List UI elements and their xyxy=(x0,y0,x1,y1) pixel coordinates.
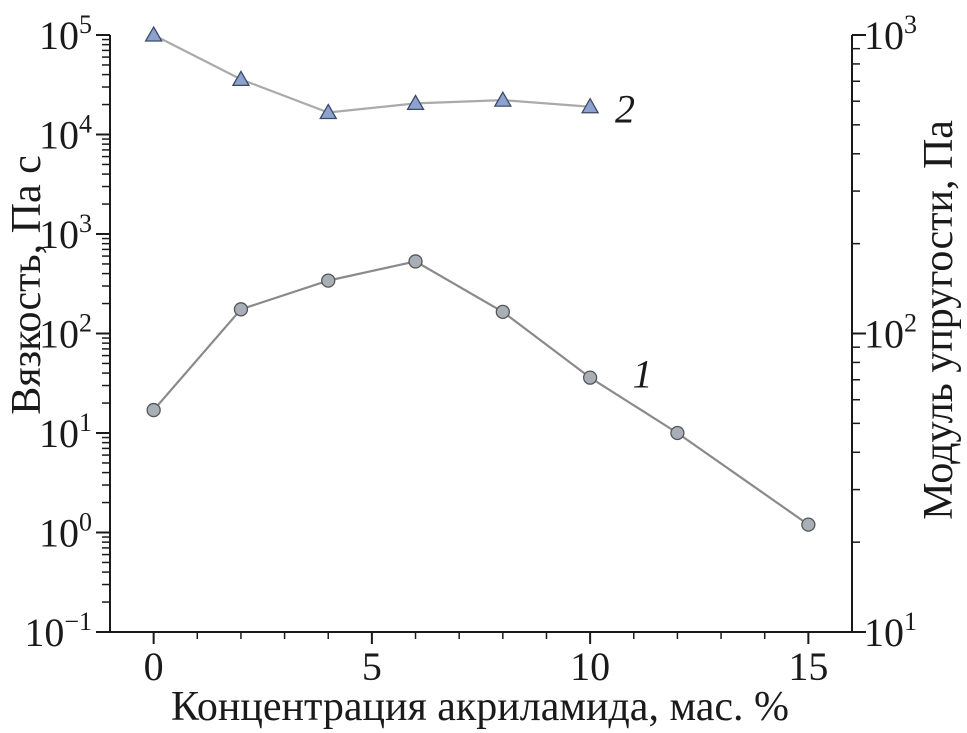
series-1-point xyxy=(408,254,423,269)
y-tick-label: 104 xyxy=(39,110,92,158)
y-tick-label: 103 xyxy=(39,209,92,257)
series-1-point xyxy=(801,517,816,532)
series-1-point xyxy=(670,425,685,441)
y2-tick-label: 102 xyxy=(864,309,917,357)
y-tick-label: 101 xyxy=(39,408,92,456)
x-tick-label: 10 xyxy=(570,644,610,689)
series-1-line xyxy=(152,260,809,526)
y2-axis-title: Модуль упругости, Па xyxy=(916,120,962,520)
series-2-point xyxy=(493,90,512,107)
series-markers xyxy=(144,25,816,532)
series-1-point xyxy=(582,370,598,385)
x-axis-title: Концентрация акриламида, мас. % xyxy=(171,684,789,730)
series-lines xyxy=(152,34,809,526)
series-1-point xyxy=(321,273,336,288)
series-2-point xyxy=(580,97,600,114)
series-2-point xyxy=(319,103,338,120)
series-1-point xyxy=(495,304,510,320)
y-tick-label: 105 xyxy=(39,10,92,58)
x-tick-label: 15 xyxy=(788,644,828,689)
x-tick-label: 0 xyxy=(144,644,164,689)
series-1-point xyxy=(146,402,161,418)
series-2-point xyxy=(231,70,251,87)
series-2-point xyxy=(144,25,163,42)
series-2-label: 2 xyxy=(615,87,635,132)
x-tick-label: 5 xyxy=(362,644,382,689)
y-tick-label: 100 xyxy=(39,508,92,556)
series-2-line xyxy=(153,34,591,114)
y2-tick-label: 101 xyxy=(864,607,917,655)
series-2-point xyxy=(406,94,425,111)
series-labels: 12 xyxy=(615,87,652,397)
axes: 0 5 10 15 10−1 100 101 102 103 104 105 101 102 103 xyxy=(24,10,917,689)
y2-tick-label: 103 xyxy=(864,10,917,58)
y-axis-title: Вязкость, Па с xyxy=(4,155,50,415)
y-tick-label: 10−1 xyxy=(24,607,92,655)
y-tick-label: 102 xyxy=(39,309,92,357)
series-1-label: 1 xyxy=(632,352,652,397)
series-1-point xyxy=(233,302,249,317)
